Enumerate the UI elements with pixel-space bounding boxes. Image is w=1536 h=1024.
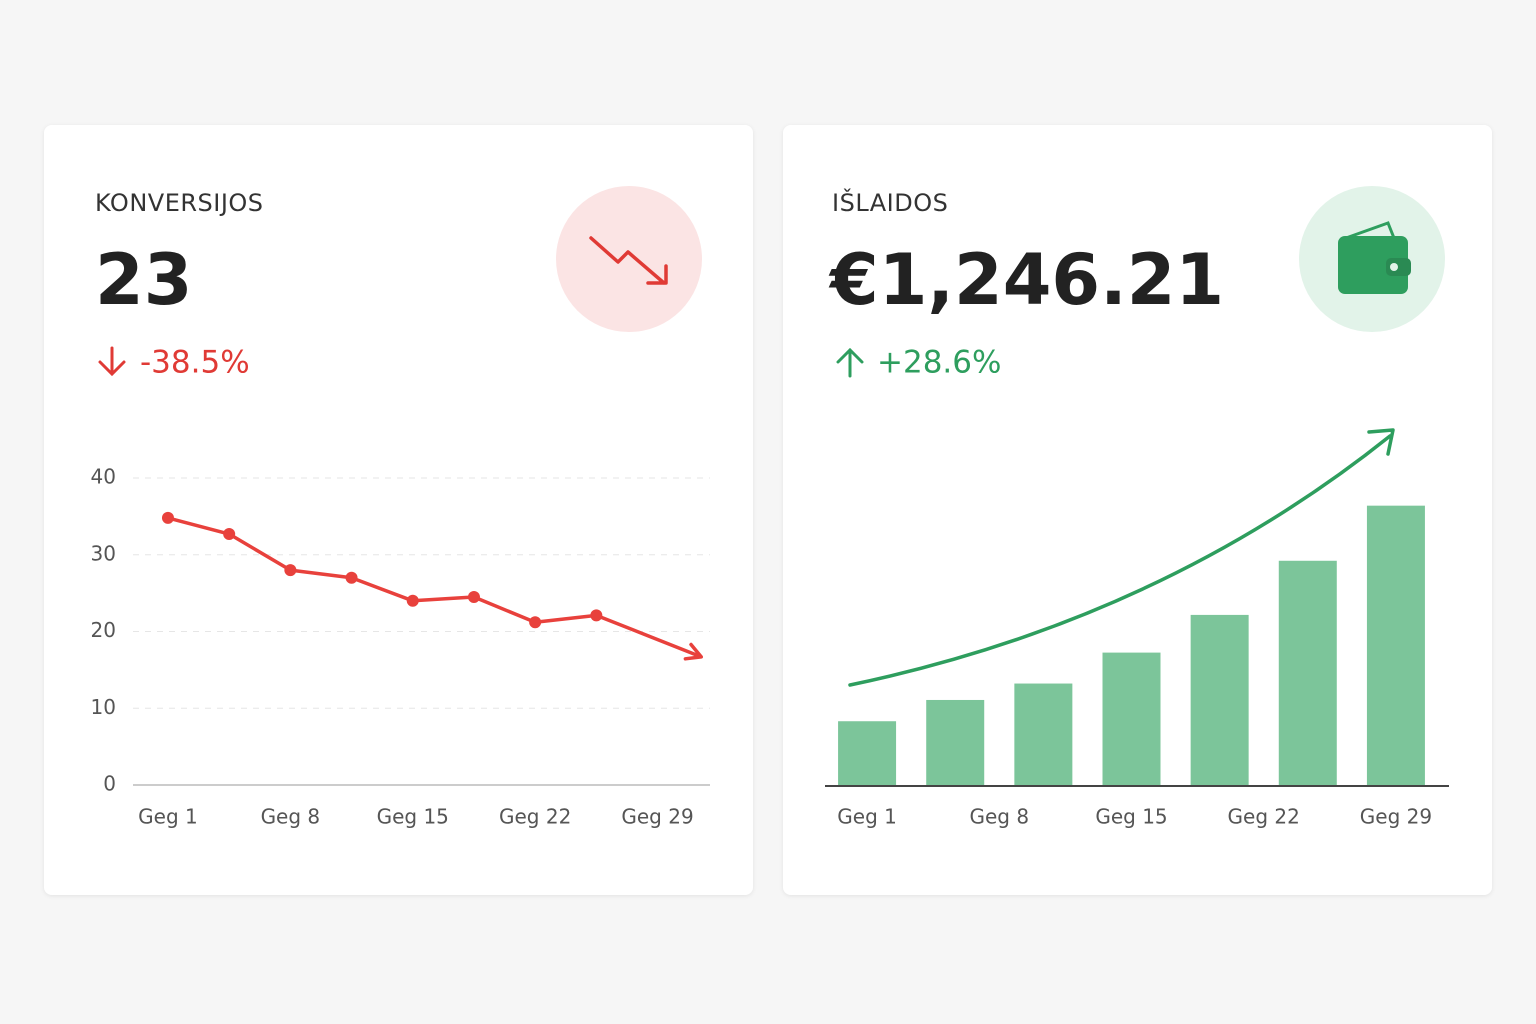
kpi-change: +28.6% bbox=[877, 345, 1001, 381]
arrowhead bbox=[683, 642, 704, 661]
kpi-value: €1,246.21 bbox=[828, 239, 1224, 321]
point bbox=[406, 594, 419, 607]
kpi-value: 23 bbox=[95, 239, 192, 321]
bar bbox=[1102, 652, 1161, 786]
point bbox=[284, 564, 297, 577]
x-tick-label: Geg 1 bbox=[837, 805, 897, 829]
x-tick-label: Geg 29 bbox=[1360, 805, 1432, 829]
x-tick-label: Geg 29 bbox=[621, 805, 693, 829]
point bbox=[345, 571, 358, 584]
trend-down-icon bbox=[589, 236, 668, 285]
point bbox=[161, 511, 174, 524]
point bbox=[223, 528, 236, 541]
up-arrow bbox=[836, 347, 864, 378]
kpi-change: -38.5% bbox=[140, 345, 250, 381]
x-tick-label: Geg 15 bbox=[377, 805, 449, 829]
bar bbox=[926, 699, 985, 786]
card bbox=[44, 125, 753, 895]
kpi-title: IŠLAIDOS bbox=[832, 187, 948, 217]
icon-bg bbox=[556, 186, 702, 332]
x-tick-label: Geg 1 bbox=[138, 805, 198, 829]
y-tick-label: 0 bbox=[103, 772, 116, 796]
x-tick-label: Geg 22 bbox=[1228, 805, 1300, 829]
x-tick-label: Geg 22 bbox=[499, 805, 571, 829]
y-tick-label: 40 bbox=[91, 465, 116, 489]
point bbox=[467, 590, 480, 603]
x-tick-label: Geg 8 bbox=[969, 805, 1029, 829]
kpi-title: KONVERSIJOS bbox=[95, 189, 264, 217]
bar bbox=[838, 721, 897, 786]
wallet-icon bbox=[1338, 221, 1411, 294]
bar bbox=[1190, 614, 1249, 786]
down-arrow bbox=[98, 346, 126, 377]
bar bbox=[1366, 505, 1425, 786]
bar bbox=[1278, 560, 1337, 786]
y-tick-label: 20 bbox=[91, 618, 116, 642]
trend-arrowhead bbox=[1367, 428, 1395, 456]
x-tick-label: Geg 8 bbox=[261, 805, 321, 829]
y-tick-label: 30 bbox=[91, 541, 116, 565]
bar bbox=[1014, 683, 1073, 786]
y-tick-label: 10 bbox=[91, 695, 116, 719]
trend-curve bbox=[848, 434, 1392, 687]
x-tick-label: Geg 15 bbox=[1095, 805, 1167, 829]
point bbox=[529, 616, 542, 629]
point bbox=[590, 609, 603, 622]
